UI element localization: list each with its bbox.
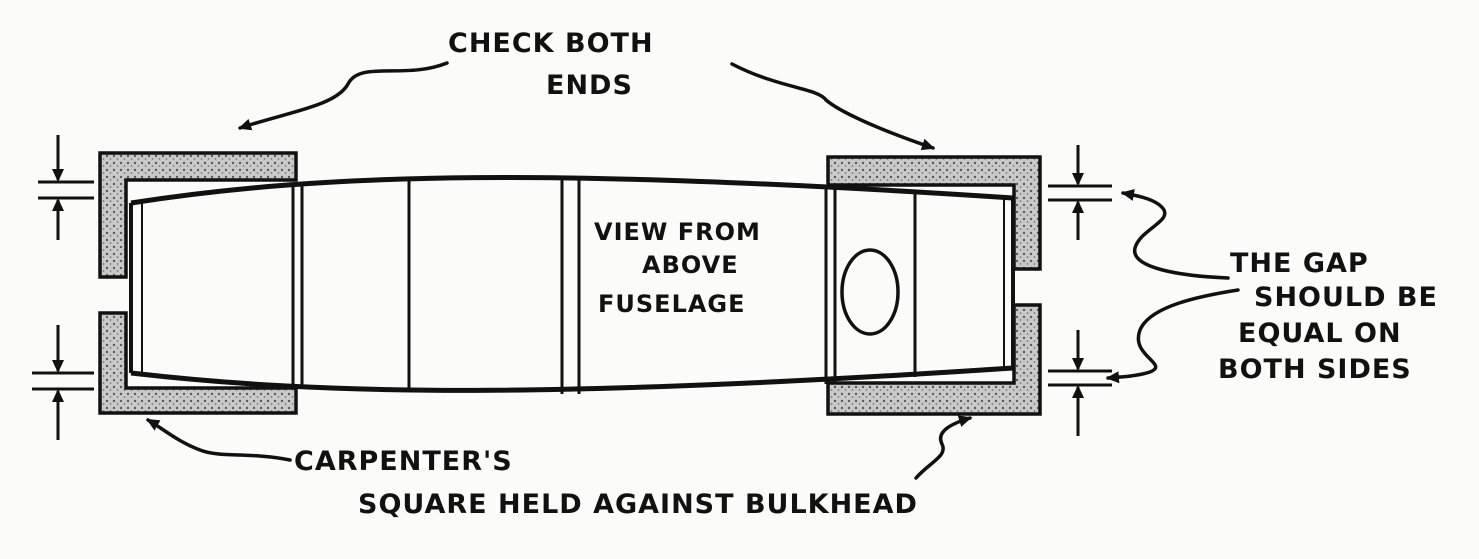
bulkhead-lines [291, 178, 917, 394]
pointer-arrows [146, 61, 1240, 480]
view-from-label: VIEW FROM [594, 218, 761, 246]
square-held-label: SQUARE HELD AGAINST BULKHEAD [358, 489, 918, 520]
annotation-text: CHECK BOTH ENDS VIEW FROM ABOVE FUSELAGE… [294, 28, 1438, 520]
carpenter-arrow-left [146, 418, 292, 462]
right-square-bottom [826, 303, 1042, 416]
carpenters-label: CARPENTER'S [294, 446, 513, 477]
gap-arrow-bottom [1106, 288, 1240, 384]
carpenter-arrow-right [914, 415, 972, 480]
right-gap-markers [1048, 145, 1112, 436]
both-sides-label: BOTH SIDES [1218, 354, 1412, 385]
gap-arrow-top [1121, 189, 1230, 280]
check-arrow-right [730, 62, 935, 151]
left-square-top [98, 151, 298, 279]
fuselage-outline [129, 175, 1015, 393]
oval-opening [840, 248, 900, 336]
fuselage-label: FUSELAGE [598, 290, 746, 318]
the-gap-label: THE GAP [1230, 248, 1369, 279]
ends-label: ENDS [546, 70, 633, 101]
left-gap-markers [32, 135, 94, 440]
equal-on-label: EQUAL ON [1238, 318, 1402, 349]
above-label: ABOVE [642, 251, 739, 279]
check-both-label: CHECK BOTH [448, 28, 654, 59]
check-arrow-left [238, 61, 449, 131]
should-be-label: SHOULD BE [1254, 282, 1438, 313]
